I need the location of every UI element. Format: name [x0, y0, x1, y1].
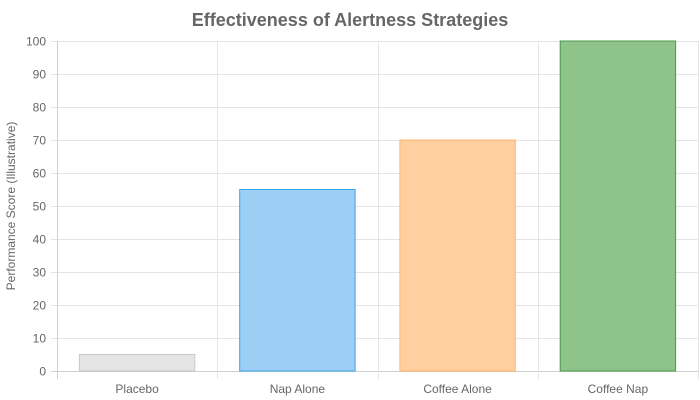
y-tick-label: 60	[33, 167, 47, 181]
bar-coffee-alone[interactable]	[399, 139, 516, 372]
y-tick-label: 10	[33, 332, 47, 346]
x-tick-label: Coffee Alone	[423, 382, 492, 396]
y-axis-title: Performance Score (Illustrative)	[4, 122, 18, 291]
chart-title: Effectiveness of Alertness Strategies	[192, 10, 508, 30]
y-tick-label: 90	[33, 68, 47, 82]
y-axis-ticks: 0 10 20 30 40 50 60 70 80 90 100	[26, 35, 46, 379]
x-axis-ticks: Placebo Nap Alone Coffee Alone Coffee Nap	[115, 382, 648, 396]
x-tick-label: Coffee Nap	[588, 382, 649, 396]
y-tick-label: 100	[26, 35, 46, 49]
y-tick-label: 40	[33, 233, 47, 247]
bar-placebo[interactable]	[78, 354, 196, 372]
y-tick-label: 80	[33, 101, 47, 115]
y-tick-label: 0	[39, 365, 46, 379]
y-tick-label: 70	[33, 134, 47, 148]
y-tick-label: 20	[33, 299, 47, 313]
bar-nap-alone[interactable]	[239, 189, 356, 372]
y-tick-label: 50	[33, 200, 47, 214]
bar-coffee-nap[interactable]	[559, 40, 677, 372]
x-tick-label: Nap Alone	[270, 382, 326, 396]
grid-layer	[51, 41, 699, 379]
x-tick-label: Placebo	[115, 382, 159, 396]
y-tick-label: 30	[33, 266, 47, 280]
bars-layer	[78, 40, 677, 372]
